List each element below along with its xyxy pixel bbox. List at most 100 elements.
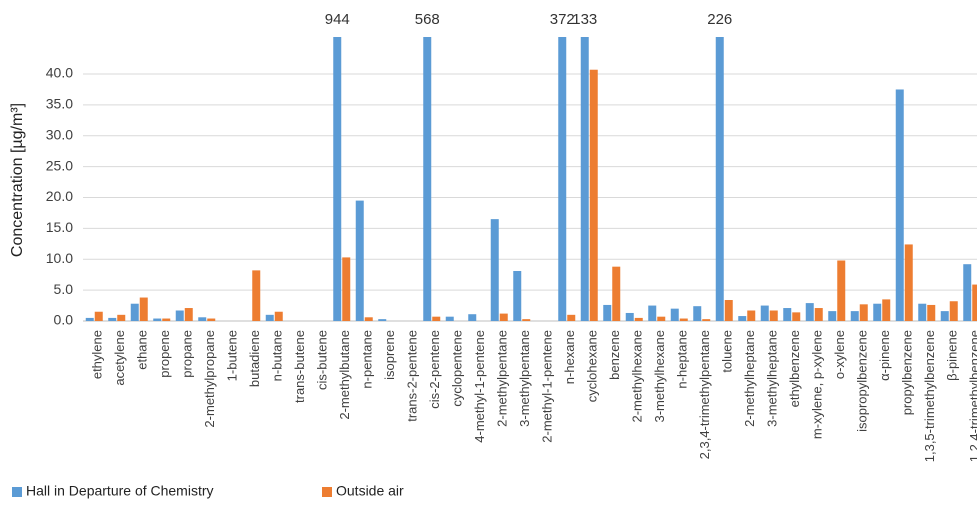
bar <box>580 37 589 321</box>
bar <box>760 305 769 321</box>
bar <box>342 257 351 321</box>
bar <box>873 303 882 321</box>
x-tick-label: benzene <box>607 330 622 380</box>
bar <box>207 318 216 321</box>
bar <box>940 311 949 321</box>
bar <box>589 69 598 321</box>
y-tick-label: 0.0 <box>54 312 74 328</box>
bar <box>153 318 162 321</box>
bar <box>198 317 207 321</box>
bar <box>715 37 724 321</box>
legend-label: Outside air <box>336 483 404 499</box>
x-tick-label: cis-2-pentene <box>427 330 442 409</box>
x-tick-label: 2-methyl-1-pentene <box>540 330 555 443</box>
x-tick-label: ethane <box>135 330 150 370</box>
y-tick-label: 40.0 <box>46 65 73 81</box>
bar <box>949 301 958 321</box>
bar <box>702 319 711 321</box>
bar <box>364 317 373 321</box>
bar <box>468 314 477 321</box>
x-tick-label: 1,3,5-trimethylbenzene <box>922 330 937 462</box>
y-tick-label: 35.0 <box>46 96 73 112</box>
y-tick-label: 10.0 <box>46 250 73 266</box>
bar <box>679 318 688 321</box>
bar <box>805 303 814 321</box>
bar <box>445 316 454 321</box>
bar <box>657 316 666 321</box>
bar <box>859 304 868 321</box>
bar <box>423 37 432 321</box>
x-tick-label: 1,2,4-trimethylbenzene <box>967 330 977 462</box>
x-tick-label: cyclopentene <box>450 330 465 407</box>
value-label: 944 <box>325 11 350 28</box>
y-tick-label: 30.0 <box>46 126 73 142</box>
bar <box>850 311 859 321</box>
bar <box>558 37 567 321</box>
legend-label: Hall in Departure of Chemistry <box>26 483 214 499</box>
x-tick-label: propane <box>180 330 195 378</box>
bar <box>738 316 747 321</box>
bar <box>904 244 913 321</box>
x-tick-label: 2-methylbutane <box>337 330 352 420</box>
bar <box>837 260 846 321</box>
y-tick-label: 5.0 <box>54 281 74 297</box>
bar <box>828 311 837 321</box>
x-tick-label: trans-butene <box>292 330 307 403</box>
bar <box>162 318 171 321</box>
bar <box>693 306 702 321</box>
x-tick-label: β-pinene <box>945 330 960 381</box>
bar <box>603 304 612 321</box>
bar <box>355 200 364 321</box>
bar <box>378 319 387 321</box>
bar <box>499 313 508 321</box>
x-tick-label: o-xylene <box>832 330 847 379</box>
x-tick-label: n-butane <box>270 330 285 381</box>
bar <box>513 270 522 321</box>
y-axis-label: Concentration [µg/m³] <box>9 103 26 257</box>
bar <box>882 299 891 321</box>
bar <box>895 89 904 321</box>
x-tick-label: m-xylene, p-xylene <box>810 330 825 439</box>
x-tick-label: 3-methylpentane <box>517 330 532 427</box>
bar <box>522 319 531 321</box>
bar <box>108 317 117 321</box>
x-tick-label: 1-butene <box>225 330 240 381</box>
x-tick-label: 3-methylhexane <box>652 330 667 423</box>
x-tick-label: ethylene <box>90 330 105 379</box>
x-tick-label: 4-methyl-1-pentene <box>472 330 487 443</box>
x-tick-label: isoprene <box>382 330 397 380</box>
bar <box>972 284 977 321</box>
legend-swatch <box>322 487 332 497</box>
bar <box>85 317 94 321</box>
x-tick-label: n-heptane <box>675 330 690 389</box>
x-tick-label: propylbenzene <box>900 330 915 415</box>
bar <box>432 316 441 321</box>
bar <box>783 308 792 321</box>
bar <box>252 270 261 321</box>
x-tick-label: cis-butene <box>315 330 330 390</box>
y-tick-label: 25.0 <box>46 157 73 173</box>
bar <box>265 314 274 321</box>
bar <box>274 311 283 321</box>
x-tick-label: α-pinene <box>877 330 892 381</box>
x-tick-label: 2-methylheptane <box>742 330 757 427</box>
bar <box>747 310 756 321</box>
y-tick-label: 20.0 <box>46 188 73 204</box>
bars <box>85 37 977 321</box>
x-tick-label: 2-methylpentane <box>495 330 510 427</box>
bar <box>792 312 801 321</box>
bar <box>490 219 499 321</box>
value-label: 226 <box>707 11 732 28</box>
bar <box>184 308 193 321</box>
value-label: 133 <box>572 11 597 28</box>
bar <box>670 308 679 321</box>
legend-swatch <box>12 487 22 497</box>
bar <box>625 312 634 321</box>
bar <box>175 310 184 321</box>
x-tick-label: isopropylbenzene <box>855 330 870 432</box>
bar <box>927 304 936 321</box>
bar <box>918 303 927 321</box>
x-tick-label: n-pentane <box>360 330 375 389</box>
bar <box>769 310 778 321</box>
